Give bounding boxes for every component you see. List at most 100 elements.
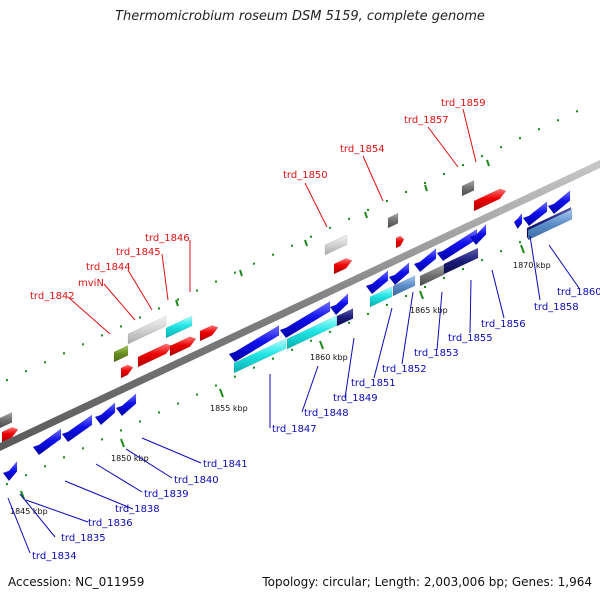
gene-feature-cyan-31[interactable]	[165, 315, 193, 339]
minor-tick-0	[175, 299, 179, 307]
gene-label-trd_1848[interactable]: trd_1848	[304, 408, 349, 419]
gene-feature-blue-1[interactable]	[32, 428, 62, 456]
gene-feature-blue-6[interactable]	[279, 300, 331, 339]
gene-feature-gray-25[interactable]	[0, 411, 13, 429]
gene-feature-steel-20[interactable]	[392, 275, 416, 297]
guide-dot-lower-12	[234, 375, 236, 378]
gene-feature-gray-38[interactable]	[461, 179, 475, 197]
gene-label-trd_1858[interactable]: trd_1858	[534, 302, 579, 313]
guide-dot-upper-30	[576, 110, 578, 113]
guide-dot-upper-1	[25, 370, 27, 373]
guide-dot-upper-23	[443, 173, 445, 176]
guide-dot-upper-15	[291, 244, 293, 247]
gene-feature-blue-5[interactable]	[228, 324, 280, 363]
gene-feature-cyan-19[interactable]	[369, 286, 393, 308]
gene-label-trd_1859[interactable]: trd_1859	[441, 98, 486, 109]
gene-feature-blue-2[interactable]	[61, 414, 93, 443]
scale-tick-5	[520, 244, 525, 254]
gene-label-trd_1841[interactable]: trd_1841	[203, 459, 248, 470]
minor-tick-1	[239, 269, 243, 277]
gene-label-trd_1845[interactable]: trd_1845	[116, 247, 161, 258]
gene-feature-green-27[interactable]	[113, 345, 129, 363]
minor-tick-2	[304, 239, 308, 247]
gene-feature-navy-22[interactable]	[443, 247, 479, 275]
gene-label-trd_1853[interactable]: trd_1853	[414, 348, 459, 359]
guide-dot-upper-16	[310, 235, 312, 238]
guide-dot-lower-3	[63, 456, 65, 459]
gene-label-trd_1855[interactable]: trd_1855	[448, 333, 493, 344]
gene-label-trd_1846[interactable]: trd_1846	[145, 233, 190, 244]
gene-label-trd_1839[interactable]: trd_1839	[144, 489, 189, 500]
gene-label-trd_1850[interactable]: trd_1850	[283, 170, 328, 181]
gene-feature-red-32[interactable]	[169, 336, 197, 357]
gene-label-trd_1836[interactable]: trd_1836	[88, 518, 133, 529]
gene-feature-cyan-16[interactable]	[233, 338, 287, 374]
guide-dot-lower-15	[291, 348, 293, 351]
gene-label-trd_1851[interactable]: trd_1851	[351, 378, 396, 389]
gene-feature-blue-8[interactable]	[365, 270, 389, 295]
gene-label-trd_1852[interactable]: trd_1852	[382, 364, 427, 375]
guide-dot-upper-11	[215, 280, 217, 283]
gene-feature-red-33[interactable]	[199, 325, 219, 342]
guide-dot-lower-17	[329, 330, 331, 333]
guide-dot-upper-5	[101, 334, 103, 337]
gene-label-trd_1844[interactable]: trd_1844	[86, 262, 131, 273]
gene-feature-blue-10[interactable]	[413, 248, 437, 273]
guide-dot-lower-16	[310, 339, 312, 342]
scale-tick-2	[219, 388, 224, 398]
gene-label-trd_1838[interactable]: trd_1838	[115, 504, 160, 515]
gene-label-trd_1847[interactable]: trd_1847	[272, 424, 317, 435]
guide-dot-lower-0	[6, 483, 8, 486]
guide-dot-lower-20	[386, 303, 388, 306]
gene-feature-red-26[interactable]	[1, 427, 19, 443]
gene-feature-blue-9[interactable]	[388, 262, 410, 286]
gene-feature-steel-24[interactable]	[527, 208, 573, 241]
guide-dot-upper-19	[367, 208, 369, 211]
gene-feature-red-39[interactable]	[473, 188, 507, 212]
gene-feature-blue-14[interactable]	[522, 201, 548, 227]
gene-feature-light-34[interactable]	[324, 234, 348, 256]
guide-dot-lower-4	[82, 447, 84, 450]
guide-dot-lower-14	[272, 357, 274, 360]
gene-feature-red-35[interactable]	[333, 258, 353, 275]
gene-feature-blue-3[interactable]	[94, 402, 116, 426]
gene-label-trd_1849[interactable]: trd_1849	[333, 393, 378, 404]
leader-lines	[7, 108, 580, 554]
gene-feature-blue-0[interactable]	[2, 460, 18, 482]
gene-label-trd_1854[interactable]: trd_1854	[340, 144, 385, 155]
gene-feature-blue-15[interactable]	[547, 190, 571, 215]
scale-label-1845: 1845 kbp	[10, 507, 48, 516]
gene-label-trd_1857[interactable]: trd_1857	[404, 115, 449, 126]
guide-dot-lower-9	[177, 402, 179, 405]
guide-dot-lower-1	[25, 474, 27, 477]
gene-label-trd_1842[interactable]: trd_1842	[30, 291, 75, 302]
gene-feature-blue-12[interactable]	[469, 223, 487, 246]
gene-label-trd_1834[interactable]: trd_1834	[32, 551, 77, 562]
gene-label-trd_1860[interactable]: trd_1860	[557, 287, 600, 298]
gene-feature-blue-4[interactable]	[115, 393, 137, 417]
scale-label-1865: 1865 kbp	[410, 306, 448, 315]
gene-label-trd_1856[interactable]: trd_1856	[481, 319, 526, 330]
guide-dot-lower-7	[139, 420, 141, 423]
gene-feature-gray-36[interactable]	[387, 212, 399, 229]
gene-feature-light-29[interactable]	[127, 315, 167, 345]
guide-dot-lower-8	[158, 411, 160, 414]
gene-feature-blue-7[interactable]	[329, 292, 349, 316]
gene-feature-red-37[interactable]	[395, 235, 405, 249]
guide-dot-upper-10	[196, 289, 198, 292]
gene-feature-blue-13[interactable]	[513, 212, 523, 230]
scale-label-1850: 1850 kbp	[111, 454, 149, 463]
gene-label-mviN[interactable]: mviN	[78, 278, 104, 289]
scale-label-1870: 1870 kbp	[513, 261, 551, 270]
guide-dot-upper-6	[120, 325, 122, 328]
guide-dot-upper-8	[158, 307, 160, 310]
guide-dot-lower-27	[519, 241, 521, 244]
gene-label-trd_1840[interactable]: trd_1840	[174, 475, 219, 486]
gene-feature-gray-21[interactable]	[419, 264, 445, 287]
gene-feature-red-30[interactable]	[137, 343, 173, 368]
guide-dot-upper-28	[538, 128, 540, 131]
guide-dot-upper-4	[82, 343, 84, 346]
gene-feature-red-28[interactable]	[120, 364, 134, 379]
gene-feature-navy-18[interactable]	[336, 308, 354, 327]
gene-label-trd_1835[interactable]: trd_1835	[61, 533, 106, 544]
